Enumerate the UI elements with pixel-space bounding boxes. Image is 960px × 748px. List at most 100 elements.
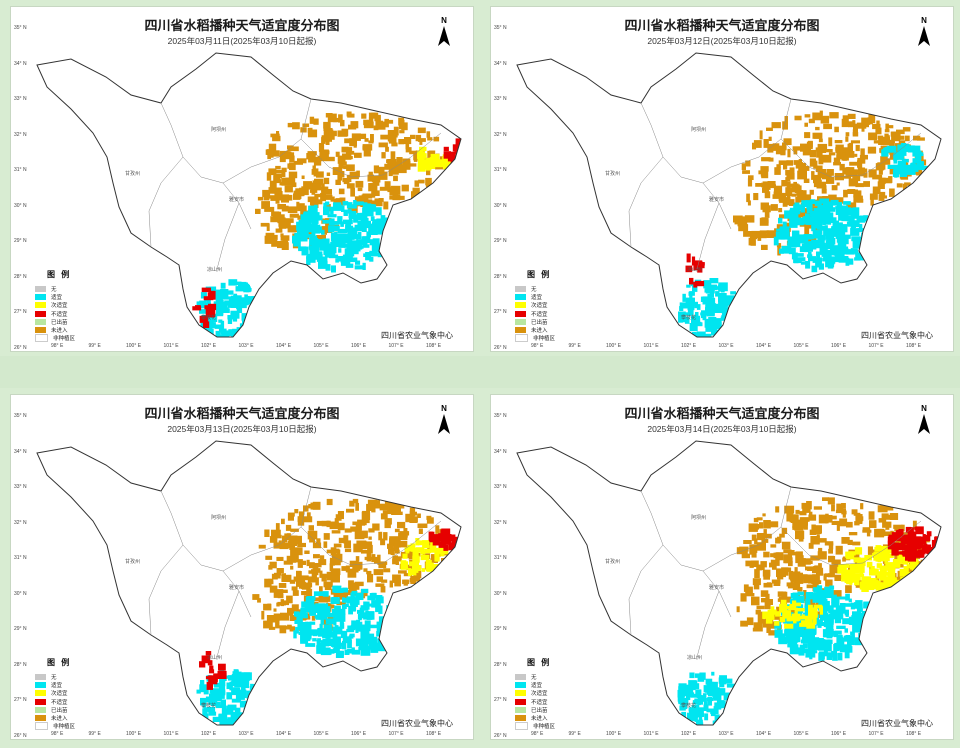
area-not_entered [317, 155, 327, 162]
area-suitable [309, 235, 318, 244]
area-suitable [330, 232, 337, 242]
area-suitable [330, 206, 334, 215]
area-not_entered [314, 597, 321, 602]
area-not_entered [889, 139, 895, 148]
area-suitable [731, 316, 739, 320]
area-not_entered [810, 536, 820, 545]
area-suitable [831, 650, 837, 658]
area-suitable [343, 219, 353, 225]
area-suitable [214, 683, 224, 688]
area-not_entered [889, 165, 895, 175]
area-not_entered [813, 174, 822, 184]
area-suitable [205, 321, 214, 327]
legend-title: 图 例 [527, 270, 552, 279]
area-not_entered [372, 523, 380, 531]
area-not_entered [380, 586, 386, 593]
area-suitable [798, 647, 805, 656]
area-not_entered [753, 140, 762, 148]
area-suitable [781, 633, 786, 640]
area-not_entered [389, 502, 400, 511]
area-unsuitable [917, 549, 924, 554]
area-not_entered [337, 173, 343, 181]
area-suitable [337, 216, 343, 225]
area-suitable [351, 211, 356, 220]
area-suitable [376, 621, 382, 626]
area-not_entered [363, 199, 373, 205]
area-sub_suitable [804, 615, 813, 624]
area-suitable [856, 241, 862, 247]
area-not_entered [352, 582, 360, 590]
area-unsuitable [912, 550, 923, 558]
area-sub_suitable [879, 565, 889, 570]
area-unsuitable [207, 292, 214, 298]
area-sub_suitable [417, 153, 427, 159]
area-not_entered [264, 578, 272, 588]
area-suitable [836, 634, 843, 644]
area-unsuitable [910, 539, 915, 546]
suitability-areas [677, 497, 941, 725]
area-not_entered [289, 162, 296, 171]
area-suitable [836, 202, 843, 209]
area-not_entered [257, 196, 264, 201]
area-not_entered [776, 164, 781, 168]
area-unsuitable [206, 682, 213, 690]
area-suitable [304, 612, 308, 619]
area-unsuitable [192, 306, 202, 311]
area-sub_suitable [899, 580, 908, 585]
area-suitable [727, 316, 732, 326]
area-not_entered [799, 517, 810, 522]
area-not_entered [403, 158, 409, 165]
area-suitable [363, 601, 370, 610]
area-not_entered [269, 585, 278, 593]
area-not_entered [797, 558, 806, 567]
region-label: 凉山州 [207, 654, 222, 661]
area-not_entered [835, 197, 844, 204]
area-not_entered [288, 537, 297, 546]
area-suitable [869, 625, 878, 634]
area-not_entered [835, 147, 844, 152]
area-suitable [787, 618, 791, 628]
area-not_entered [751, 534, 757, 541]
area-suitable [322, 639, 333, 646]
legend-item: 已出苗 [35, 318, 75, 326]
area-not_entered [276, 556, 284, 561]
area-suitable [812, 230, 822, 239]
area-suitable [372, 243, 381, 252]
area-not_entered [802, 208, 807, 218]
area-suitable [822, 652, 830, 657]
longitude-label: 106° E [831, 731, 847, 737]
area-sub_suitable [407, 568, 412, 576]
area-suitable [383, 233, 390, 237]
area-not_entered [846, 202, 857, 209]
legend-label: 未进入 [531, 716, 548, 723]
area-not_entered [344, 548, 352, 553]
area-not_entered [311, 569, 317, 578]
area-sub_suitable [806, 622, 816, 629]
area-not_entered [398, 123, 407, 130]
legend-item: 适宜 [515, 293, 555, 301]
area-not_entered [292, 122, 300, 130]
area-suitable [818, 235, 822, 244]
region-label: 阿坝州 [691, 126, 706, 133]
area-suitable [851, 224, 856, 229]
area-sub_suitable [765, 615, 773, 624]
legend-swatch [515, 722, 528, 731]
longitude-label: 99° E [88, 343, 101, 349]
area-suitable [350, 592, 355, 598]
area-not_entered [323, 194, 333, 200]
area-not_entered [313, 118, 319, 125]
area-not_entered [355, 502, 359, 511]
area-suitable [893, 164, 901, 172]
area-unsuitable [901, 539, 906, 546]
area-suitable [726, 683, 736, 688]
area-sub_suitable [415, 547, 425, 553]
area-unsuitable [911, 543, 921, 550]
province-boundary [516, 440, 942, 726]
area-unsuitable [445, 152, 454, 158]
area-unsuitable [892, 532, 901, 542]
area-sub_suitable [786, 615, 792, 622]
area-not_entered [303, 516, 313, 523]
area-suitable [232, 717, 240, 721]
area-not_entered [806, 501, 812, 510]
area-not_entered [836, 182, 840, 186]
